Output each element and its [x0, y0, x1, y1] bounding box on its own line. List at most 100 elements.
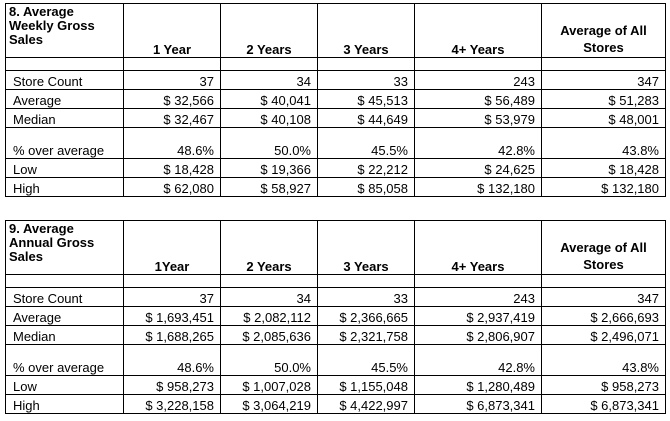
table-cell: 50.0% — [220, 127, 318, 159]
table-row: Average $ 1,693,451 $ 2,082,112 $ 2,366,… — [5, 306, 666, 326]
table-header-row: 9. Average Annual Gross Sales 1Year 2 Ye… — [5, 220, 666, 275]
table-cell: $ 22,212 — [317, 158, 415, 178]
table-cell: $ 40,041 — [220, 89, 318, 109]
table-row: High $ 3,228,158 $ 3,064,219 $ 4,422,997… — [5, 394, 666, 414]
table-cell: $ 2,806,907 — [414, 325, 542, 345]
table-cell: $ 24,625 — [414, 158, 542, 178]
table-cell: $ 85,058 — [317, 177, 415, 197]
row-label: High — [5, 177, 124, 197]
table-cell: 48.6% — [123, 127, 221, 159]
table-cell: 34 — [220, 70, 318, 90]
table-row: High $ 62,080 $ 58,927 $ 85,058 $ 132,18… — [5, 177, 666, 197]
table-cell: $ 2,366,665 — [317, 306, 415, 326]
table-cell: $ 2,496,071 — [541, 325, 666, 345]
row-label: Average — [5, 89, 124, 109]
column-header: 2 Years — [220, 3, 318, 58]
table-cell: $ 53,979 — [414, 108, 542, 128]
table-cell: 43.8% — [541, 127, 666, 159]
column-header: 1Year — [123, 220, 221, 275]
row-label: Low — [5, 158, 124, 178]
table-cell: $ 45,513 — [317, 89, 415, 109]
table-cell: $ 3,064,219 — [220, 394, 318, 414]
column-header: 3 Years — [317, 220, 415, 275]
table-cell: $ 1,688,265 — [123, 325, 221, 345]
row-label: % over average — [5, 344, 124, 376]
table-row: Low $ 958,273 $ 1,007,028 $ 1,155,048 $ … — [5, 375, 666, 395]
table-cell: 45.5% — [317, 127, 415, 159]
table-row: Store Count 37 34 33 243 347 — [5, 287, 666, 307]
table-title: 9. Average Annual Gross Sales — [5, 220, 124, 275]
column-header: 4+ Years — [414, 220, 542, 275]
table-cell: 42.8% — [414, 127, 542, 159]
table-header-row: 8. Average Weekly Gross Sales 1 Year 2 Y… — [5, 3, 666, 58]
table-cell: 243 — [414, 70, 542, 90]
row-label: % over average — [5, 127, 124, 159]
table-cell: 37 — [123, 287, 221, 307]
table-cell: $ 62,080 — [123, 177, 221, 197]
table-cell: $ 40,108 — [220, 108, 318, 128]
table-row: % over average 48.6% 50.0% 45.5% 42.8% 4… — [5, 344, 666, 376]
row-label: Median — [5, 108, 124, 128]
table-cell: 243 — [414, 287, 542, 307]
table-cell: 42.8% — [414, 344, 542, 376]
table-cell: $ 2,082,112 — [220, 306, 318, 326]
table-cell: $ 2,321,758 — [317, 325, 415, 345]
table-cell: 347 — [541, 287, 666, 307]
column-header: 2 Years — [220, 220, 318, 275]
table-cell: $ 132,180 — [414, 177, 542, 197]
table-cell: $ 1,693,451 — [123, 306, 221, 326]
table-cell: 34 — [220, 287, 318, 307]
column-header: 4+ Years — [414, 3, 542, 58]
table-cell: $ 958,273 — [123, 375, 221, 395]
table-cell: $ 2,666,693 — [541, 306, 666, 326]
table-cell: $ 51,283 — [541, 89, 666, 109]
column-header: 1 Year — [123, 3, 221, 58]
column-header: Average of All Stores — [541, 220, 666, 275]
table-cell: $ 3,228,158 — [123, 394, 221, 414]
column-header: Average of All Stores — [541, 3, 666, 58]
row-label: Average — [5, 306, 124, 326]
table-cell: $ 44,649 — [317, 108, 415, 128]
table-cell: $ 18,428 — [541, 158, 666, 178]
table-cell: $ 58,927 — [220, 177, 318, 197]
table-cell: $ 32,566 — [123, 89, 221, 109]
table-row: Average $ 32,566 $ 40,041 $ 45,513 $ 56,… — [5, 89, 666, 109]
column-header: 3 Years — [317, 3, 415, 58]
table-cell: $ 1,007,028 — [220, 375, 318, 395]
table-cell: $ 958,273 — [541, 375, 666, 395]
table-cell: $ 6,873,341 — [541, 394, 666, 414]
table-cell: 48.6% — [123, 344, 221, 376]
weekly-gross-sales-table: 8. Average Weekly Gross Sales 1 Year 2 Y… — [5, 3, 666, 197]
row-label: Store Count — [5, 287, 124, 307]
table-cell: $ 1,155,048 — [317, 375, 415, 395]
table-cell: $ 48,001 — [541, 108, 666, 128]
table-cell: $ 1,280,489 — [414, 375, 542, 395]
row-label: Median — [5, 325, 124, 345]
table-row: Median $ 1,688,265 $ 2,085,636 $ 2,321,7… — [5, 325, 666, 345]
table-cell: $ 56,489 — [414, 89, 542, 109]
table-cell: $ 19,366 — [220, 158, 318, 178]
row-label: Low — [5, 375, 124, 395]
spacer-row — [5, 57, 666, 71]
table-cell: $ 6,873,341 — [414, 394, 542, 414]
row-label: Store Count — [5, 70, 124, 90]
row-label: High — [5, 394, 124, 414]
table-cell: $ 2,085,636 — [220, 325, 318, 345]
table-cell: 37 — [123, 70, 221, 90]
table-cell: 347 — [541, 70, 666, 90]
table-cell: 33 — [317, 287, 415, 307]
table-cell: $ 132,180 — [541, 177, 666, 197]
table-cell: $ 32,467 — [123, 108, 221, 128]
table-row: Low $ 18,428 $ 19,366 $ 22,212 $ 24,625 … — [5, 158, 666, 178]
annual-gross-sales-table: 9. Average Annual Gross Sales 1Year 2 Ye… — [5, 220, 666, 414]
table-title: 8. Average Weekly Gross Sales — [5, 3, 124, 58]
table-cell: 33 — [317, 70, 415, 90]
table-cell: 43.8% — [541, 344, 666, 376]
table-row: % over average 48.6% 50.0% 45.5% 42.8% 4… — [5, 127, 666, 159]
table-cell: 45.5% — [317, 344, 415, 376]
table-row: Store Count 37 34 33 243 347 — [5, 70, 666, 90]
spacer-row — [5, 274, 666, 288]
table-cell: 50.0% — [220, 344, 318, 376]
table-cell: $ 4,422,997 — [317, 394, 415, 414]
table-cell: $ 18,428 — [123, 158, 221, 178]
